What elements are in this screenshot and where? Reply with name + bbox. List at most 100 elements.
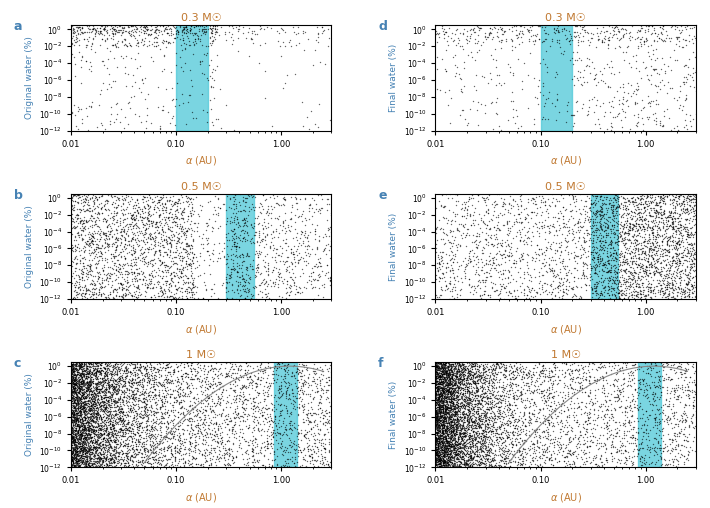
Point [444,400,455,408]
Point [261,195,272,203]
Point [143,389,154,397]
Point [104,438,115,446]
Point [431,437,442,446]
Point [274,42,285,50]
Point [84,270,96,278]
Point [469,378,480,386]
Point [431,412,442,420]
Point [682,237,693,245]
Point [589,410,600,418]
Point [83,459,94,467]
Point [650,401,662,409]
Point [444,424,456,432]
Point [583,281,594,289]
Point [131,222,143,230]
Point [99,293,111,301]
Point [229,408,241,417]
Point [606,399,617,407]
Point [101,451,112,459]
Point [151,278,163,286]
Point [171,377,182,385]
Point [91,373,102,382]
Point [520,371,532,379]
Point [68,377,80,386]
Point [515,218,527,226]
Point [116,281,128,290]
Point [684,117,695,125]
Point [565,404,577,412]
Point [91,413,102,421]
Point [687,288,698,296]
Point [464,394,475,402]
Point [68,446,80,454]
Point [68,383,80,391]
Point [253,427,265,435]
Point [69,367,80,375]
Point [438,439,449,448]
Point [681,121,692,129]
Point [75,431,86,439]
Point [434,392,445,400]
Point [517,226,528,234]
Point [254,208,266,216]
Point [661,270,672,278]
Point [437,406,449,414]
Point [66,448,77,456]
Point [324,448,335,456]
Point [663,291,674,299]
Point [290,199,302,207]
Point [105,456,116,464]
Point [71,406,82,415]
Point [94,399,105,407]
Point [432,423,443,431]
Point [459,438,471,446]
Point [158,377,169,386]
Point [442,454,454,462]
Point [682,277,693,285]
Point [474,232,485,240]
Point [486,411,497,420]
Point [158,22,169,30]
Point [444,442,456,450]
Point [613,288,625,296]
Point [80,206,92,214]
Point [197,439,208,447]
Point [109,361,121,369]
Point [128,255,139,263]
Point [550,364,561,372]
Point [144,194,155,202]
Point [475,374,486,383]
Point [77,370,88,378]
Point [601,231,612,239]
Point [452,416,464,424]
Point [444,385,456,393]
Point [551,36,562,44]
Point [254,199,266,207]
Point [670,214,681,222]
Point [670,204,681,212]
Point [104,383,116,391]
Point [109,419,121,427]
Point [207,21,219,29]
Point [603,259,614,267]
Point [581,455,592,463]
Point [258,235,269,243]
Point [574,431,586,439]
Point [95,414,106,422]
Point [603,240,614,248]
Point [93,424,104,432]
Point [149,390,160,398]
Point [211,411,222,419]
Point [435,387,446,395]
Point [475,458,486,466]
Point [89,31,101,40]
Point [471,268,482,276]
Point [493,412,504,421]
Point [243,454,254,462]
Point [504,381,515,389]
Point [268,429,279,437]
Point [241,404,252,412]
Point [551,38,562,46]
Point [595,278,606,286]
Point [486,409,497,417]
